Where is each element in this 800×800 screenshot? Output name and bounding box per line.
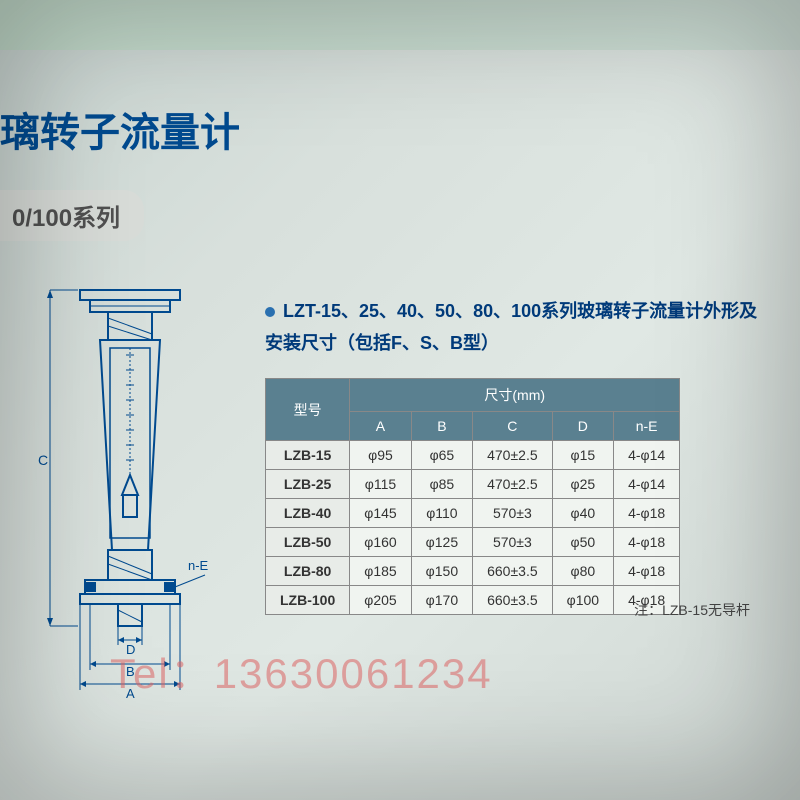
diagram-label-ne: n-E (188, 558, 209, 573)
description: LZT-15、25、40、50、80、100系列玻璃转子流量计外形及安装尺寸（包… (265, 295, 760, 360)
cell-d: φ50 (552, 528, 613, 557)
cell-a: φ205 (350, 586, 411, 615)
cell-a: φ115 (350, 470, 411, 499)
cell-c: 660±3.5 (473, 557, 553, 586)
cell-ne: 4-φ18 (614, 528, 680, 557)
cell-d: φ80 (552, 557, 613, 586)
cell-c: 660±3.5 (473, 586, 553, 615)
cell-c: 570±3 (473, 528, 553, 557)
table-row: LZB-50φ160φ125570±3φ504-φ18 (266, 528, 680, 557)
cell-a: φ185 (350, 557, 411, 586)
cell-b: φ65 (411, 441, 472, 470)
cell-c: 570±3 (473, 499, 553, 528)
cell-ne: 4-φ14 (614, 470, 680, 499)
th-d: D (552, 412, 613, 441)
cell-a: φ145 (350, 499, 411, 528)
cell-model: LZB-80 (266, 557, 350, 586)
cell-model: LZB-100 (266, 586, 350, 615)
th-c: C (473, 412, 553, 441)
cell-b: φ170 (411, 586, 472, 615)
table-row: LZB-100φ205φ170660±3.5φ1004-φ18 (266, 586, 680, 615)
cell-b: φ85 (411, 470, 472, 499)
th-a: A (350, 412, 411, 441)
series-subtitle: 0/100系列 (0, 190, 144, 241)
cell-ne: 4-φ18 (614, 557, 680, 586)
table-note: 注：LZB-15无导杆 (634, 600, 750, 620)
cell-ne: 4-φ14 (614, 441, 680, 470)
cell-model: LZB-15 (266, 441, 350, 470)
dimensions-table: 型号 尺寸(mm) A B C D n-E LZB-15φ95φ65470±2.… (265, 378, 680, 615)
cell-c: 470±2.5 (473, 441, 553, 470)
bullet-icon (265, 307, 275, 317)
header-band (0, 0, 800, 50)
cell-d: φ40 (552, 499, 613, 528)
diagram-label-c: C (38, 452, 48, 468)
th-b: B (411, 412, 472, 441)
cell-model: LZB-40 (266, 499, 350, 528)
cell-model: LZB-25 (266, 470, 350, 499)
cell-model: LZB-50 (266, 528, 350, 557)
cell-b: φ150 (411, 557, 472, 586)
cell-d: φ100 (552, 586, 613, 615)
cell-b: φ125 (411, 528, 472, 557)
cell-a: φ160 (350, 528, 411, 557)
table-row: LZB-40φ145φ110570±3φ404-φ18 (266, 499, 680, 528)
th-ne: n-E (614, 412, 680, 441)
cell-d: φ25 (552, 470, 613, 499)
th-model: 型号 (266, 379, 350, 441)
cell-a: φ95 (350, 441, 411, 470)
cell-c: 470±2.5 (473, 470, 553, 499)
page-title: 璃转子流量计 (0, 100, 240, 158)
table-row: LZB-80φ185φ150660±3.5φ804-φ18 (266, 557, 680, 586)
cell-d: φ15 (552, 441, 613, 470)
table-row: LZB-25φ115φ85470±2.5φ254-φ14 (266, 470, 680, 499)
table-row: LZB-15φ95φ65470±2.5φ154-φ14 (266, 441, 680, 470)
th-dimensions: 尺寸(mm) (350, 379, 680, 412)
cell-b: φ110 (411, 499, 472, 528)
phone-watermark: Tel：13630061234 (110, 640, 493, 701)
cell-ne: 4-φ18 (614, 499, 680, 528)
flowmeter-diagram: C n-E D B A (30, 280, 230, 700)
